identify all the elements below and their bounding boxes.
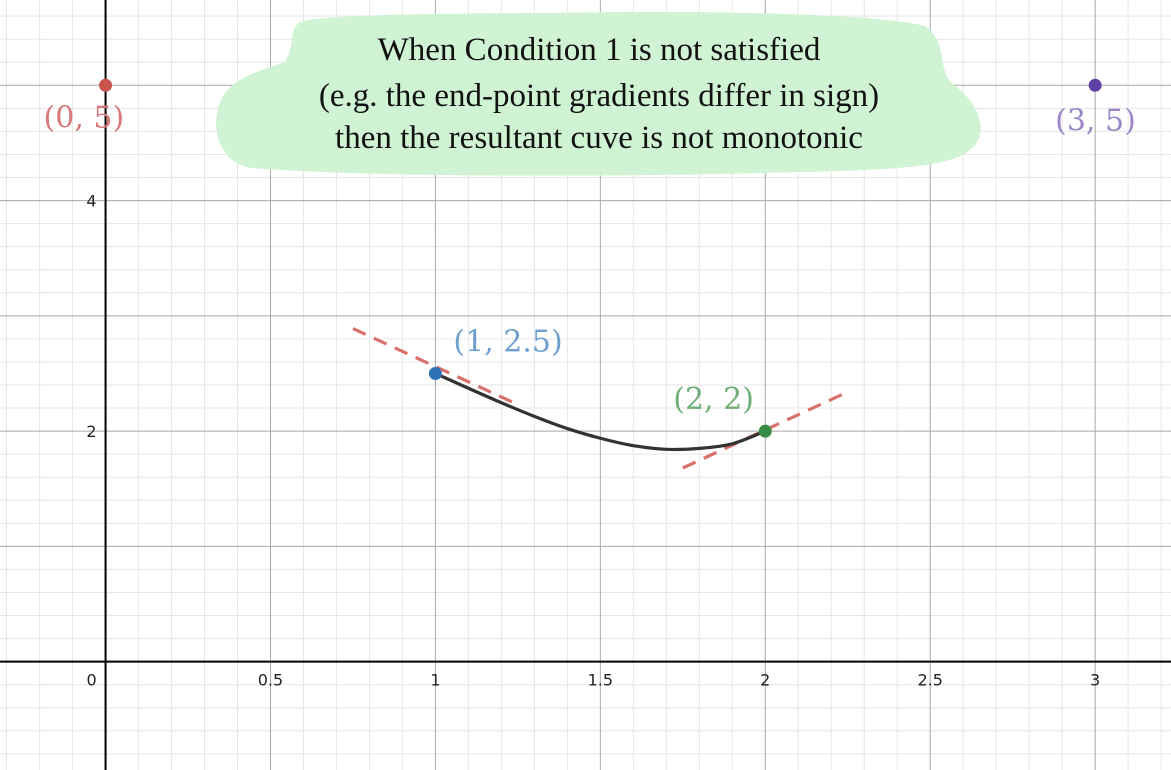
annotation-box: [216, 11, 981, 176]
x-tick-label: 2.5: [917, 671, 942, 690]
point-0-5-label: (0, 5): [44, 100, 125, 135]
point-2-2[interactable]: [758, 424, 772, 438]
y-tick-label: 2: [86, 422, 96, 441]
annotation-highlight: [216, 11, 981, 176]
curve-layer: [433, 371, 767, 452]
x-tick-label: 2: [760, 671, 770, 690]
point-1-2-5-label: (1, 2.5): [453, 324, 562, 359]
x-tick-label: 3: [1090, 671, 1100, 690]
x-tick-label: 0.5: [258, 671, 283, 690]
point-3-5[interactable]: [1088, 78, 1102, 92]
annotation-line-1: When Condition 1 is not satisfied: [378, 32, 821, 68]
y-tick-label: 4: [86, 192, 96, 211]
annotation-line-3: then the resultant cuve is not monotonic: [335, 120, 863, 156]
end-tangent-line: [682, 390, 849, 470]
point-2-2-label: (2, 2): [673, 382, 754, 417]
annotation-line-2: (e.g. the end-point gradients differ in …: [319, 78, 879, 114]
x-tick-label: 1: [430, 671, 440, 690]
point-0-5[interactable]: [99, 78, 113, 92]
tick-labels: 0.5 1 1.5 2 2.5 3 2 4 0: [86, 192, 1100, 690]
tangent-lines: [352, 327, 849, 470]
point-3-5-label: (3, 5): [1055, 103, 1136, 138]
origin-label: 0: [86, 671, 96, 690]
start-tangent-line: [352, 327, 519, 407]
x-tick-label: 1.5: [588, 671, 613, 690]
interpolated-curve: [433, 371, 767, 452]
annotation-text: When Condition 1 is not satisfied (e.g. t…: [319, 32, 879, 156]
points-layer: (0, 5) (1, 2.5) (2, 2) (3, 5): [44, 78, 1136, 438]
point-1-2-5[interactable]: [428, 366, 442, 380]
